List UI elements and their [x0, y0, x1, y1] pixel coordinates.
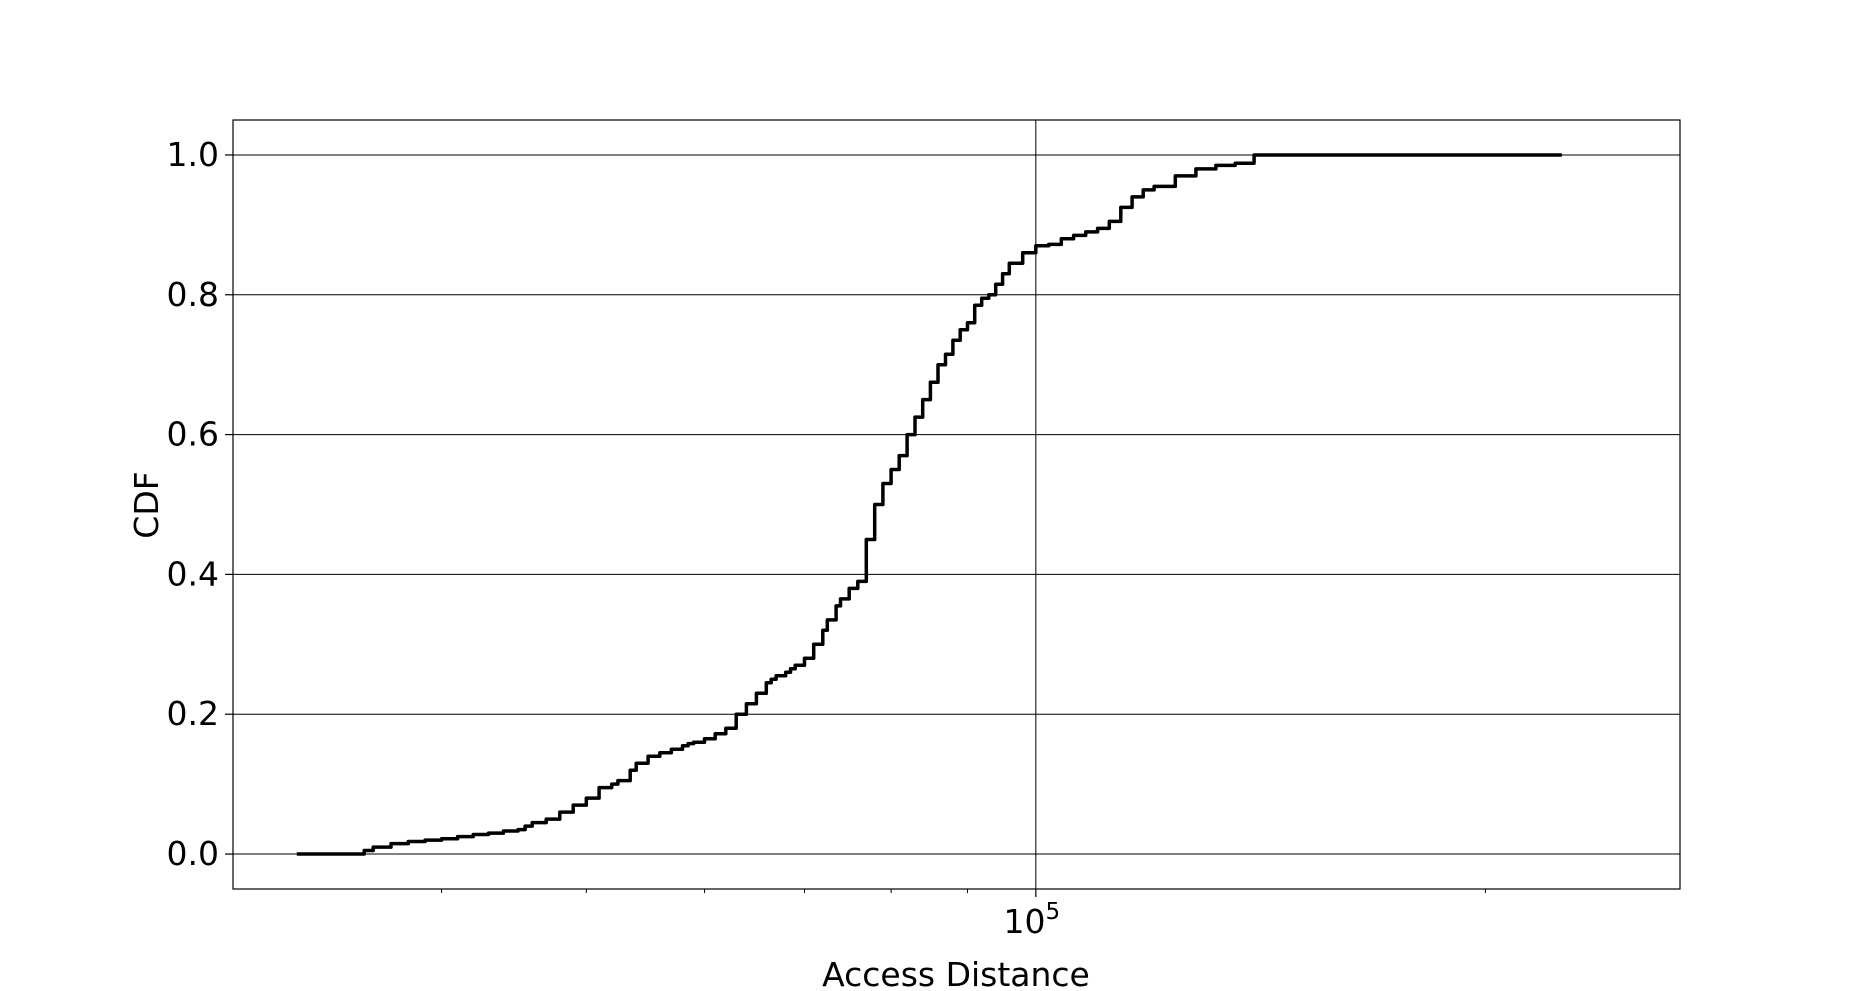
grid-lines	[233, 120, 1680, 889]
y-tick-label: 0.0	[167, 834, 219, 873]
axis-ticks	[225, 154, 1486, 897]
y-tick-label: 0.2	[167, 694, 219, 733]
y-axis-label: CDF	[127, 471, 166, 538]
y-tick-label: 0.6	[167, 415, 219, 454]
x-axis-label: Access Distance	[822, 955, 1090, 991]
y-tick-label: 0.4	[167, 554, 219, 593]
y-tick-label: 0.8	[167, 275, 219, 314]
cdf-line	[296, 153, 1562, 856]
series-group	[296, 153, 1562, 856]
plot-frame	[232, 119, 1681, 890]
y-tick-label: 1.0	[167, 135, 219, 174]
